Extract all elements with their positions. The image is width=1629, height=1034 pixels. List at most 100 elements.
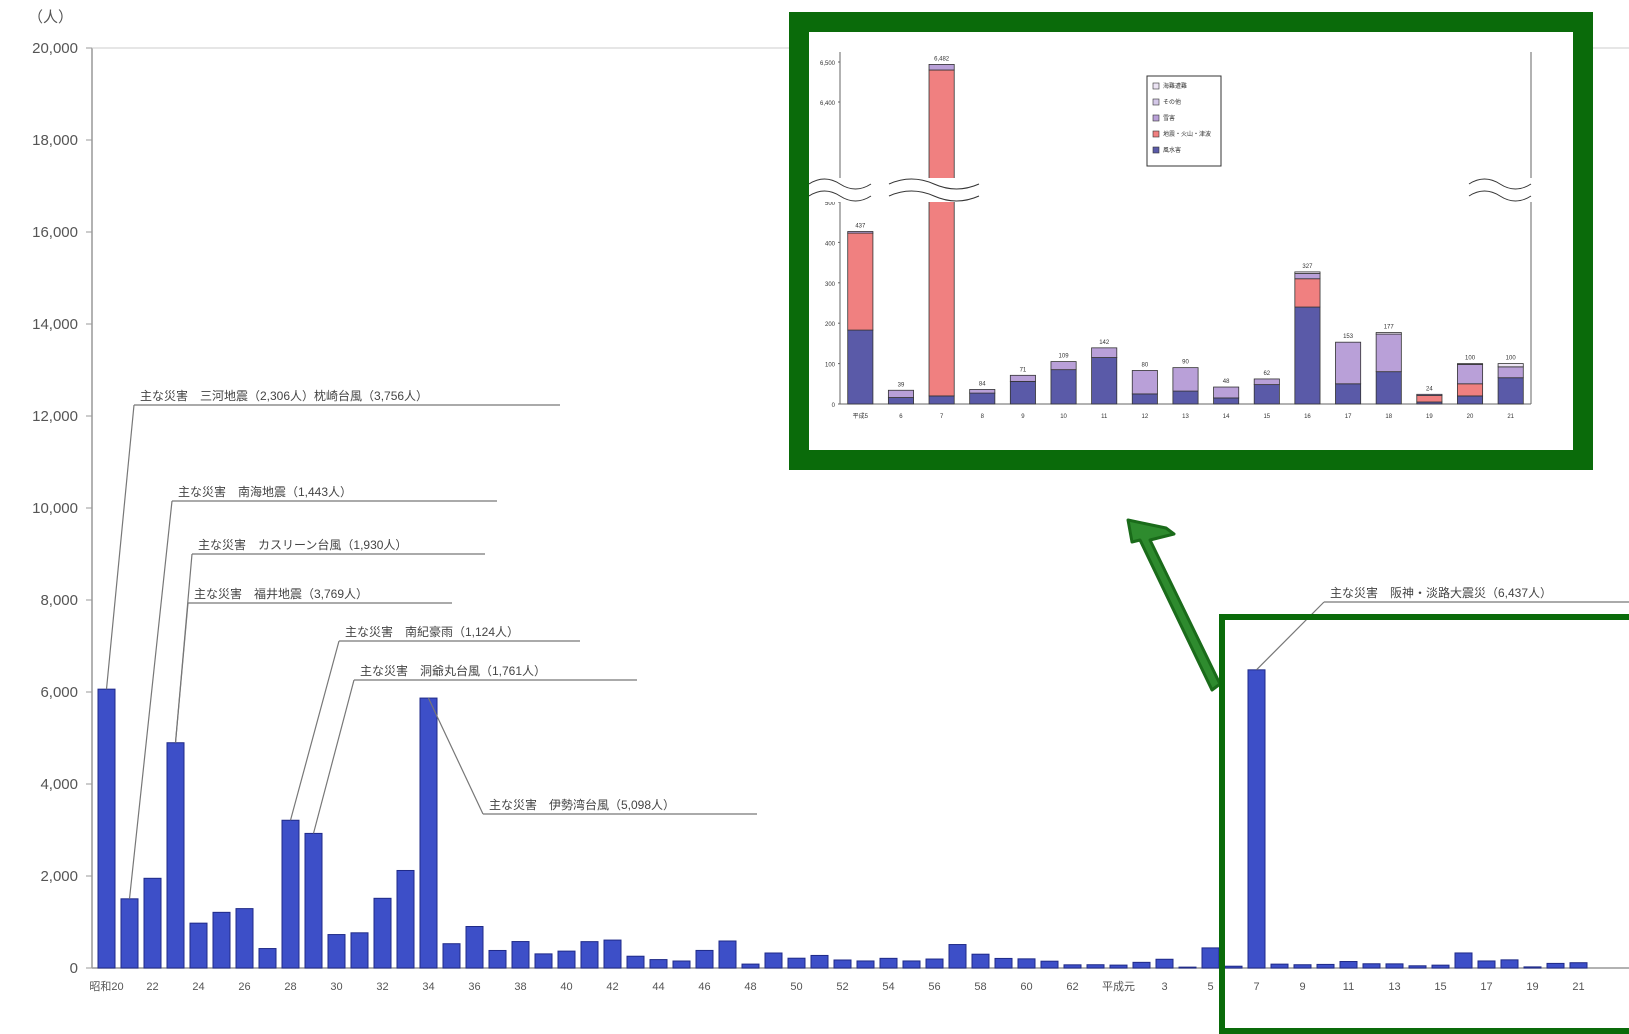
annotation-label: 主な災害 洞爺丸台風（1,761人） [360, 663, 546, 678]
x-tick-label: 30 [330, 981, 342, 993]
inset-bar-segment [929, 396, 954, 404]
bar [144, 878, 161, 968]
annotation-leader-line [130, 501, 173, 899]
inset-bar-segment [848, 231, 873, 233]
inset-bar-segment [888, 390, 913, 397]
bar [834, 960, 851, 968]
inset-bar-segment [970, 393, 995, 404]
inset-bar-segment [1417, 396, 1442, 402]
bar [121, 899, 138, 968]
bar [627, 956, 644, 968]
inset-bar-segment [1498, 378, 1523, 404]
bar [305, 833, 322, 968]
bar [972, 954, 989, 968]
inset-bar-segment [1457, 396, 1482, 404]
inset-bar-segment [1376, 332, 1401, 334]
bar [673, 961, 690, 968]
inset-bar-segment [1295, 307, 1320, 404]
bar [1064, 965, 1081, 968]
bar [926, 959, 943, 968]
inset-x-tick-label: 20 [1467, 414, 1474, 420]
inset-total-label: 84 [979, 381, 986, 387]
bar [811, 955, 828, 968]
inset-bar-segment [848, 233, 873, 330]
x-tick-label: 32 [376, 981, 388, 993]
x-tick-label: 48 [744, 981, 756, 993]
annotation-label: 主な災害 阪神・淡路大震災（6,437人） [1330, 585, 1552, 600]
inset-bar-segment [1254, 379, 1279, 385]
inset-bar-segment [1457, 364, 1482, 383]
bar [880, 958, 897, 968]
bar [949, 945, 966, 968]
x-tick-label: 平成元 [1102, 980, 1135, 993]
bar [558, 951, 575, 968]
bar [765, 953, 782, 968]
annotation-label: 主な災害 三河地震（2,306人）枕崎台風（3,756人） [140, 388, 428, 403]
bar [213, 912, 230, 968]
bar [1087, 965, 1104, 968]
annotation-label: 主な災害 福井地震（3,769人） [194, 586, 368, 601]
bar [995, 958, 1012, 968]
x-tick-label: 60 [1020, 981, 1032, 993]
bar [903, 961, 920, 968]
y-tick-label: 14,000 [32, 316, 78, 333]
inset-legend-swatch [1153, 147, 1159, 153]
bar [1018, 959, 1035, 968]
bar [443, 944, 460, 968]
inset-bar-segment [1457, 364, 1482, 365]
x-tick-label: 44 [652, 981, 664, 993]
x-tick-label: 22 [146, 981, 158, 993]
pointer-arrow-icon [1128, 520, 1220, 690]
inset-total-label: 142 [1099, 340, 1110, 346]
bar [466, 927, 483, 968]
inset-legend-label: 風水害 [1163, 146, 1181, 154]
inset-total-label: 109 [1059, 354, 1070, 360]
inset-x-tick-label: 16 [1304, 414, 1311, 420]
bar [98, 689, 115, 968]
bar [1133, 962, 1150, 968]
zoom-highlight-box [1219, 614, 1629, 1034]
annotation-leader-line [176, 603, 189, 743]
inset-bar-segment [1010, 375, 1035, 381]
inset-y-tick-label: 400 [825, 241, 836, 247]
x-tick-label: 42 [606, 981, 618, 993]
inset-x-tick-label: 18 [1385, 414, 1392, 420]
x-tick-label: 34 [422, 981, 434, 993]
inset-bar-segment [1092, 348, 1117, 358]
bar [604, 940, 621, 968]
y-tick-label: 4,000 [40, 776, 78, 793]
inset-bar-segment [1132, 394, 1157, 404]
bar [1041, 961, 1058, 968]
inset-total-label: 39 [898, 382, 905, 388]
inset-total-label: 6,482 [934, 56, 950, 62]
annotation-leader-line [291, 641, 340, 820]
inset-x-tick-label: 17 [1345, 414, 1352, 420]
inset-total-label: 80 [1142, 362, 1149, 368]
bar [259, 949, 276, 968]
x-tick-label: 62 [1066, 981, 1078, 993]
x-tick-label: 52 [836, 981, 848, 993]
inset-legend-swatch [1153, 131, 1159, 137]
inset-bar-segment [1376, 372, 1401, 404]
bar [512, 942, 529, 968]
inset-bar-segment [1132, 370, 1157, 393]
x-tick-label: 38 [514, 981, 526, 993]
bar [190, 923, 207, 968]
inset-bar-segment [888, 398, 913, 404]
bar [719, 941, 736, 968]
y-tick-label: 20,000 [32, 40, 78, 57]
inset-total-label: 177 [1384, 324, 1395, 330]
inset-total-label: 100 [1465, 356, 1476, 362]
y-tick-label: 2,000 [40, 868, 78, 885]
inset-bar-segment [1376, 334, 1401, 372]
inset-bar-segment [1457, 384, 1482, 396]
inset-x-tick-label: 7 [940, 414, 944, 420]
inset-bar-segment [1092, 358, 1117, 404]
y-tick-label: 6,000 [40, 684, 78, 701]
x-tick-label: 36 [468, 981, 480, 993]
x-tick-label: 58 [974, 981, 986, 993]
inset-total-label: 71 [1020, 367, 1027, 373]
y-axis-ticks: 02,0004,0006,0008,00010,00012,00014,0001… [32, 40, 92, 977]
